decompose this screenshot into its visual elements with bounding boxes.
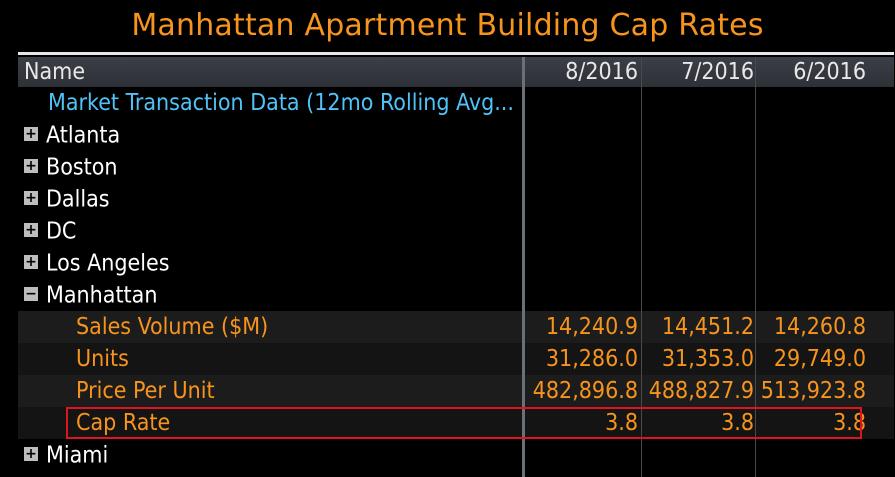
- expand-icon[interactable]: +: [24, 446, 38, 462]
- collapse-icon[interactable]: −: [24, 286, 38, 302]
- market-data-label: Market Transaction Data (12mo Rolling Av…: [48, 90, 514, 116]
- expand-icon[interactable]: +: [24, 254, 38, 270]
- cap-rate-7-2016: 3.8: [721, 410, 754, 436]
- expand-icon[interactable]: +: [24, 190, 38, 206]
- column-divider-main[interactable]: [522, 57, 525, 477]
- city-label-atlanta: Atlanta: [46, 122, 121, 149]
- expand-icon[interactable]: +: [24, 126, 38, 142]
- cap-rate-8-2016: 3.8: [605, 410, 638, 436]
- city-row-manhattan[interactable]: − Manhattan: [18, 279, 894, 311]
- city-row-miami[interactable]: + Miami: [18, 439, 894, 471]
- sales-volume-8-2016: 14,240.9: [545, 314, 638, 340]
- table-row-sales-volume[interactable]: Sales Volume ($M) 14,240.9 14,451.2 14,2…: [18, 311, 894, 343]
- city-row-los-angeles[interactable]: + Los Angeles: [18, 247, 894, 279]
- row-label-units: Units: [76, 346, 129, 372]
- title-divider: [18, 52, 894, 55]
- units-6-2016: 29,749.0: [773, 346, 866, 372]
- market-data-row[interactable]: Market Transaction Data (12mo Rolling Av…: [18, 87, 894, 119]
- cap-rate-6-2016: 3.8: [833, 410, 866, 436]
- price-per-unit-8-2016: 482,896.8: [532, 378, 638, 404]
- units-7-2016: 31,353.0: [661, 346, 754, 372]
- expand-icon[interactable]: +: [24, 158, 38, 174]
- city-label-los-angeles: Los Angeles: [46, 250, 170, 277]
- city-row-boston[interactable]: + Boston: [18, 151, 894, 183]
- units-8-2016: 31,286.0: [545, 346, 638, 372]
- table-header: Name 8/2016 7/2016 6/2016: [18, 57, 894, 87]
- price-per-unit-7-2016: 488,827.9: [648, 378, 754, 404]
- city-row-atlanta[interactable]: + Atlanta: [18, 119, 894, 151]
- column-divider: [755, 57, 756, 477]
- page-title: Manhattan Apartment Building Cap Rates: [131, 8, 764, 43]
- column-header-6-2016[interactable]: 6/2016: [793, 59, 866, 85]
- row-label-price-per-unit: Price Per Unit: [76, 378, 215, 404]
- data-table: Name 8/2016 7/2016 6/2016 Market Transac…: [18, 57, 894, 477]
- column-header-name[interactable]: Name: [24, 59, 86, 85]
- column-header-8-2016[interactable]: 8/2016: [565, 59, 638, 85]
- city-label-miami: Miami: [46, 442, 109, 469]
- city-label-dallas: Dallas: [46, 186, 110, 213]
- column-header-7-2016[interactable]: 7/2016: [681, 59, 754, 85]
- city-row-dallas[interactable]: + Dallas: [18, 183, 894, 215]
- sales-volume-7-2016: 14,451.2: [661, 314, 754, 340]
- row-label-sales-volume: Sales Volume ($M): [76, 314, 269, 340]
- city-label-boston: Boston: [46, 154, 118, 181]
- city-label-manhattan: Manhattan: [46, 282, 158, 309]
- row-label-cap-rate: Cap Rate: [76, 410, 171, 436]
- sales-volume-6-2016: 14,260.8: [773, 314, 866, 340]
- city-label-dc: DC: [46, 218, 77, 245]
- expand-icon[interactable]: +: [24, 222, 38, 238]
- city-row-dc[interactable]: + DC: [18, 215, 894, 247]
- table-row-cap-rate[interactable]: Cap Rate 3.8 3.8 3.8: [18, 407, 894, 439]
- table-row-price-per-unit[interactable]: Price Per Unit 482,896.8 488,827.9 513,9…: [18, 375, 894, 407]
- table-row-units[interactable]: Units 31,286.0 31,353.0 29,749.0: [18, 343, 894, 375]
- column-divider: [641, 57, 642, 477]
- price-per-unit-6-2016: 513,923.8: [760, 378, 866, 404]
